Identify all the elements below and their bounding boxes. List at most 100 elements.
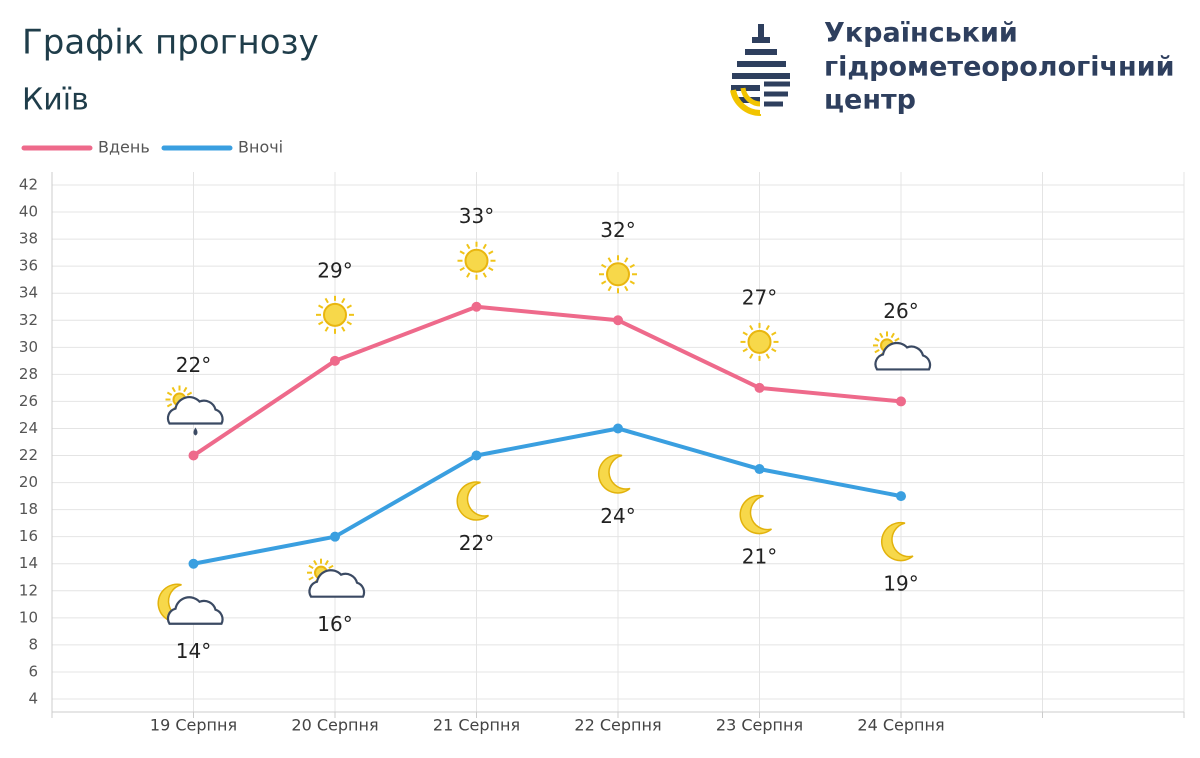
sun-ray: [346, 304, 352, 309]
sun-ray: [601, 280, 607, 285]
moon-icon: [597, 454, 631, 494]
point: [896, 396, 906, 407]
value-label: 22°: [459, 531, 494, 555]
sun-disc: [747, 329, 772, 354]
value-label: 21°: [742, 545, 777, 569]
y-tick-label: 10: [19, 608, 38, 626]
sun-ray: [341, 326, 346, 332]
sun-ray: [324, 297, 329, 304]
point: [188, 450, 199, 461]
sun-ray: [765, 324, 770, 331]
x-tick-label: 20 Серпня: [291, 716, 378, 735]
sun-ray: [749, 353, 754, 359]
sun-ray: [466, 272, 471, 278]
value-label: 32°: [600, 218, 635, 242]
sun-ray: [171, 386, 176, 393]
y-tick-label: 40: [19, 203, 38, 221]
point: [896, 491, 906, 502]
value-label: 19°: [883, 572, 918, 596]
moon-icon: [880, 521, 914, 562]
y-tick-label: 22: [19, 446, 38, 464]
x-tick-label: 22 Серпня: [574, 716, 661, 735]
y-tick-label: 8: [28, 635, 38, 653]
sun-ray: [629, 263, 635, 269]
x-tick-label: 24 Серпня: [857, 716, 944, 735]
sun-ray: [328, 564, 334, 570]
point: [471, 301, 482, 312]
moon-icon: [739, 494, 772, 535]
sun-ray: [742, 348, 748, 353]
point: [613, 315, 623, 326]
y-tick-label: 30: [19, 338, 38, 356]
sun-ray: [346, 320, 352, 326]
value-label: 29°: [317, 258, 352, 282]
sun-disc: [606, 262, 630, 287]
point: [188, 558, 199, 569]
legend-label: Вночі: [238, 138, 283, 157]
sun-icon: [740, 322, 779, 361]
city-name: Київ: [22, 83, 89, 118]
value-label: 14°: [176, 639, 211, 663]
y-tick-label: 20: [19, 473, 38, 491]
sun-ray: [765, 353, 770, 359]
value-label: 22°: [176, 353, 211, 377]
sun-ray: [308, 576, 314, 581]
sun-ray: [624, 285, 629, 292]
y-tick-label: 18: [19, 500, 38, 518]
sun-ray: [166, 403, 173, 408]
point: [330, 531, 340, 542]
sun-ray: [166, 391, 173, 396]
value-label: 24°: [600, 504, 635, 528]
sun-ray: [607, 285, 612, 292]
sun-ray: [183, 386, 188, 393]
y-tick-label: 26: [19, 392, 38, 410]
y-tick-label: 28: [19, 365, 38, 383]
point: [613, 423, 623, 434]
cloud-icon: [308, 569, 366, 598]
sun-ray: [341, 297, 346, 304]
legend-label: Вдень: [98, 138, 150, 157]
y-tick-label: 16: [19, 527, 38, 545]
sun-ray: [488, 266, 494, 272]
sun-ray: [466, 243, 471, 250]
sun-ray: [607, 257, 612, 263]
sun-ray: [894, 337, 900, 342]
sun-ray: [313, 560, 318, 566]
value-label: 27°: [742, 285, 777, 309]
sun-ray: [874, 337, 880, 342]
y-tick-label: 12: [19, 581, 38, 599]
sun-ray: [771, 331, 777, 336]
y-tick-label: 32: [19, 311, 38, 329]
sun-ray: [308, 564, 314, 570]
sun-icon: [457, 241, 496, 280]
x-tick-label: 23 Серпня: [716, 716, 803, 735]
y-tick-label: 42: [19, 176, 38, 194]
rain-drop: [193, 427, 198, 436]
sun-ray: [890, 332, 895, 339]
point: [754, 464, 765, 475]
sun-ray: [488, 250, 494, 255]
sun-ray: [742, 331, 748, 336]
sun-icon: [599, 255, 637, 294]
y-tick-label: 6: [28, 662, 38, 680]
value-label: 33°: [459, 204, 494, 228]
value-label: 16°: [317, 612, 352, 636]
sun-ray: [749, 324, 754, 331]
y-tick-label: 14: [19, 554, 38, 572]
logo-text: Український: [824, 18, 1018, 49]
logo-text: гідрометеорологічний: [824, 52, 1175, 83]
sun-disc: [464, 248, 489, 273]
sun-ray: [879, 332, 884, 339]
sun-ray: [318, 304, 324, 309]
point: [754, 382, 765, 393]
cloud-icon: [166, 596, 224, 625]
sun-ray: [324, 560, 329, 566]
cloud-icon: [874, 341, 932, 371]
y-tick-label: 4: [28, 690, 38, 708]
sun-ray: [186, 391, 193, 396]
sun-ray: [771, 348, 777, 353]
point: [330, 355, 340, 366]
sun-ray: [601, 263, 607, 269]
x-tick-label: 21 Серпня: [433, 716, 520, 735]
